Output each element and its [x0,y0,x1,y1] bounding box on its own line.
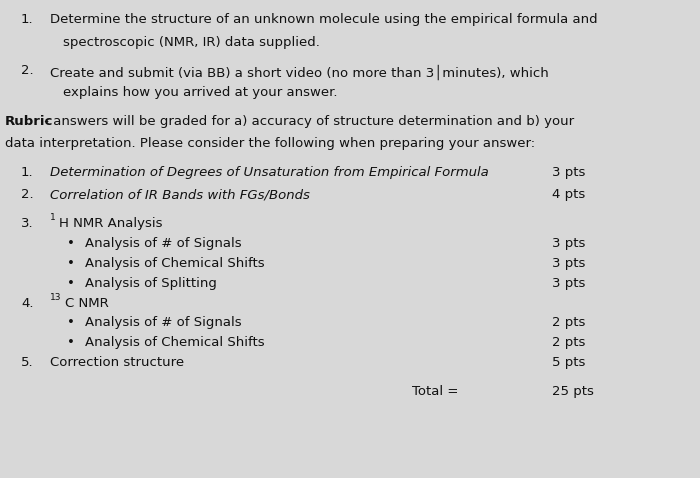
Text: 3 pts: 3 pts [552,257,585,270]
Text: 2.: 2. [21,188,34,201]
Text: 13: 13 [50,293,62,302]
Text: Correlation of IR Bands with FGs/Bonds: Correlation of IR Bands with FGs/Bonds [50,188,310,201]
Text: •: • [66,277,74,290]
Text: Analysis of Chemical Shifts: Analysis of Chemical Shifts [85,337,265,349]
Text: 5.: 5. [21,357,34,369]
Text: Rubric: Rubric [5,115,53,128]
Text: 2.: 2. [21,64,34,77]
Text: Correction structure: Correction structure [50,357,184,369]
Text: •: • [66,337,74,349]
Text: 5 pts: 5 pts [552,357,585,369]
Text: 4 pts: 4 pts [552,188,585,201]
Text: C NMR: C NMR [64,296,108,309]
Text: •: • [66,316,74,329]
Text: Create and submit (via BB) a short video (no more than 3│minutes), which: Create and submit (via BB) a short video… [50,64,549,79]
Text: •: • [66,237,74,250]
Text: Determine the structure of an unknown molecule using the empirical formula and: Determine the structure of an unknown mo… [50,13,598,26]
Text: 3 pts: 3 pts [552,237,585,250]
Text: Total =: Total = [412,385,458,398]
Text: 1: 1 [50,213,56,222]
Text: Analysis of # of Signals: Analysis of # of Signals [85,237,242,250]
Text: Determination of Degrees of Unsaturation from Empirical Formula: Determination of Degrees of Unsaturation… [50,166,489,179]
Text: Analysis of # of Signals: Analysis of # of Signals [85,316,242,329]
Text: 3 pts: 3 pts [552,166,585,179]
Text: explains how you arrived at your answer.: explains how you arrived at your answer. [63,87,338,99]
Text: •: • [66,257,74,270]
Text: Analysis of Splitting: Analysis of Splitting [85,277,216,290]
Text: 25 pts: 25 pts [552,385,594,398]
Text: 2 pts: 2 pts [552,316,585,329]
Text: 3 pts: 3 pts [552,277,585,290]
Text: 3.: 3. [21,217,34,229]
Text: 1.: 1. [21,13,34,26]
Text: H NMR Analysis: H NMR Analysis [60,217,163,229]
Text: 2 pts: 2 pts [552,337,585,349]
Text: - answers will be graded for a) accuracy of structure determination and b) your: - answers will be graded for a) accuracy… [41,115,575,128]
Text: 4.: 4. [21,296,34,309]
Text: data interpretation. Please consider the following when preparing your answer:: data interpretation. Please consider the… [5,137,535,150]
Text: 1.: 1. [21,166,34,179]
Text: Analysis of Chemical Shifts: Analysis of Chemical Shifts [85,257,265,270]
Text: spectroscopic (NMR, IR) data supplied.: spectroscopic (NMR, IR) data supplied. [63,35,320,49]
